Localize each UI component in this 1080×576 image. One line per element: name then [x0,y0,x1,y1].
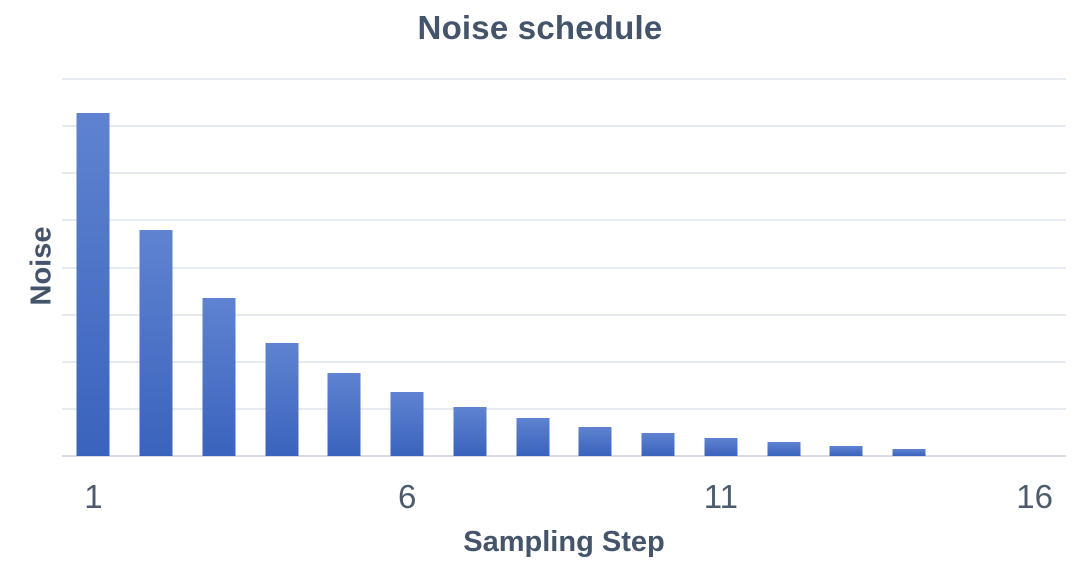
bar-step-11 [704,438,738,456]
gridline [62,172,1066,175]
x-tick-label-11: 11 [703,478,739,515]
bar-step-4 [265,342,299,456]
gridline [62,360,1066,363]
y-axis-title: Noise [25,226,58,306]
bar-step-6 [390,391,424,456]
x-axis-line [62,455,1066,457]
gridline [62,313,1066,316]
bar-step-12 [767,441,801,456]
x-axis-title: Sampling Step [463,526,665,558]
bar-step-10 [641,432,675,456]
bar-step-2 [139,229,173,456]
bar-step-9 [578,426,612,456]
x-tick-label-1: 1 [84,478,103,515]
bar-step-14 [892,449,926,456]
x-axis-tick-labels: 1 6 11 16 [62,477,1066,519]
bar-step-3 [202,297,236,456]
x-tick-label-6: 6 [397,478,417,515]
gridline [62,78,1066,80]
gridline [62,266,1066,269]
bar-step-8 [516,418,550,456]
plot-area [62,78,1066,457]
bar-step-1 [76,112,110,456]
x-tick-label-16: 16 [1016,478,1053,515]
chart-title: Noise schedule [417,9,663,46]
gridline [62,219,1066,222]
bar-step-13 [829,445,863,456]
gridline [62,407,1066,410]
bar-step-5 [327,373,361,456]
bar-step-7 [453,407,487,456]
gridline [62,125,1066,128]
